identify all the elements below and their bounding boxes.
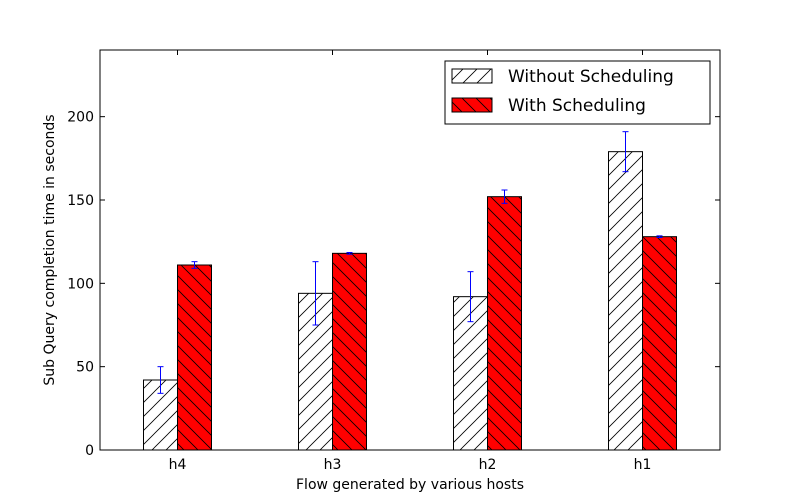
y-axis-label: Sub Query completion time in seconds bbox=[42, 114, 58, 385]
y-tick-label-100: 100 bbox=[67, 276, 94, 292]
error-bar-with-scheduling-h2 bbox=[501, 189, 508, 204]
error-bar-with-scheduling-h4 bbox=[191, 261, 198, 269]
plot-frame bbox=[99, 49, 721, 451]
error-bar-without-scheduling-h3 bbox=[312, 261, 319, 326]
x-tick-label-h3: h3 bbox=[324, 457, 342, 473]
legend-label-with-scheduling: With Scheduling bbox=[508, 96, 646, 116]
bar-hatch-with-scheduling-h4 bbox=[177, 264, 212, 451]
x-tick-label-h1: h1 bbox=[634, 457, 652, 473]
error-bar-without-scheduling-h2 bbox=[467, 271, 474, 323]
legend-swatch-without-scheduling bbox=[451, 68, 493, 84]
error-bar-without-scheduling-h4 bbox=[157, 366, 164, 394]
error-bars-layer bbox=[157, 131, 663, 394]
x-axis: h4 h3 h2 h1 bbox=[169, 50, 652, 473]
bar-hatch-with-scheduling-h2 bbox=[487, 196, 522, 451]
bar-hatch-with-scheduling-h3 bbox=[332, 252, 367, 451]
legend-swatch-with-scheduling bbox=[451, 97, 493, 113]
y-axis: 0 50 100 150 200 bbox=[67, 110, 720, 459]
error-bar-without-scheduling-h1 bbox=[622, 131, 629, 173]
error-bar-with-scheduling-h3 bbox=[346, 252, 353, 255]
legend: Without Scheduling With Scheduling bbox=[444, 60, 711, 125]
y-tick-label-200: 200 bbox=[67, 110, 94, 126]
x-tick-label-h4: h4 bbox=[169, 457, 187, 473]
error-bar-with-scheduling-h1 bbox=[656, 235, 663, 238]
bars-layer bbox=[143, 151, 677, 451]
bar-hatch-with-scheduling-h1 bbox=[642, 236, 677, 451]
y-tick-label-50: 50 bbox=[76, 360, 94, 376]
bar-hatch-without-scheduling-h2 bbox=[453, 296, 488, 451]
y-tick-label-0: 0 bbox=[85, 443, 94, 459]
legend-label-without-scheduling: Without Scheduling bbox=[508, 67, 674, 87]
x-axis-label: Flow generated by various hosts bbox=[296, 477, 524, 493]
x-tick-label-h2: h2 bbox=[479, 457, 497, 473]
bar-hatch-without-scheduling-h1 bbox=[608, 151, 643, 451]
y-tick-label-150: 150 bbox=[67, 193, 94, 209]
